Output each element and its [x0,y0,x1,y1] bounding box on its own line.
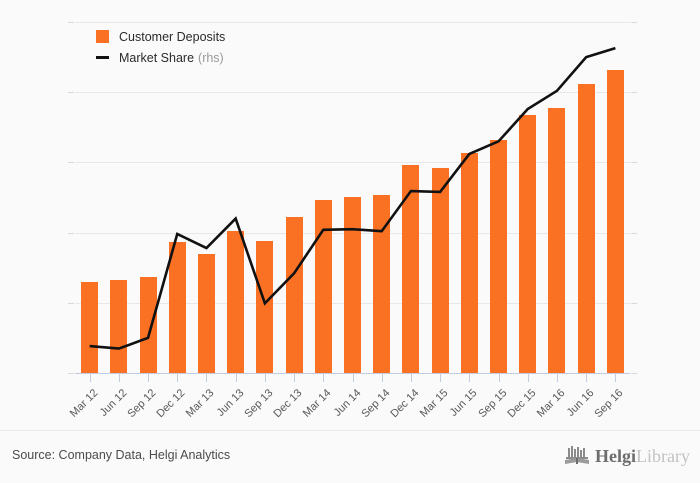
bar [431,168,449,373]
legend-label-market-share: Market Share [119,50,195,65]
bar [373,194,391,373]
x-axis-tick-mark [527,373,529,382]
x-axis-tick-mark [206,373,208,382]
logo-text-library: Library [636,445,690,466]
left-axis-tick-mark [68,22,74,23]
legend-swatch-line-icon [96,56,109,59]
left-axis-tick-mark [68,232,74,234]
bar [402,165,420,373]
bar [519,114,537,373]
right-axis-tick-mark [631,92,637,94]
legend-swatch-bar-icon [96,30,109,43]
x-axis-tick-mark [89,373,91,382]
bar [227,231,245,373]
x-axis-tick-mark [410,373,412,382]
bar [344,196,361,373]
gridline [75,22,630,23]
bar [606,69,624,373]
x-axis-tick-mark [586,373,588,382]
logo-text-helgi: Helgi [595,445,637,466]
bar [197,254,215,373]
bar [168,242,186,373]
chart-canvas: 050,000100,000150,000200,000250,000 1.5%… [67,22,637,421]
bar [490,139,508,373]
bar [81,281,99,373]
bar [256,241,274,373]
right-axis-tick-mark [631,373,637,374]
x-axis-tick-mark [352,373,354,382]
gridline [75,92,630,94]
bar [110,279,128,373]
legend-label-market-share-axis: (rhs) [198,50,224,65]
chart-footer: Source: Company Data, Helgi Analytics He… [0,430,700,483]
x-axis-tick-mark [177,373,179,382]
right-axis-tick-mark [631,302,637,304]
left-axis-tick-mark [68,92,74,94]
bar [285,217,303,373]
right-axis-tick-mark [631,232,637,234]
x-axis-tick-mark [556,373,558,382]
gridline [75,162,630,164]
x-axis-tick-mark [323,373,325,382]
right-axis-tick-mark [631,162,637,164]
bar [314,200,332,373]
legend-label-deposits: Customer Deposits [119,29,226,44]
x-axis-tick-mark [498,373,500,382]
x-axis-tick-mark [235,373,237,382]
bar [460,152,478,373]
market-share-line [89,46,616,350]
x-axis-tick-mark [264,373,266,382]
chart-legend: Customer Deposits Market Share (rhs) [96,26,225,68]
x-axis-tick-mark [381,373,383,382]
left-axis-tick-mark [68,162,74,164]
legend-item-deposits: Customer Deposits [96,26,225,47]
line-series [89,46,616,350]
bar [548,108,566,373]
library-book-icon [565,446,590,464]
logo-wordmark: HelgiLibrary [595,446,690,467]
x-axis-tick-mark [118,373,120,382]
left-axis-tick-mark [68,373,74,374]
source-note: Source: Company Data, Helgi Analytics [12,448,231,462]
x-axis-tick-mark [615,373,617,382]
helgi-library-logo[interactable]: HelgiLibrary [564,443,690,469]
bar [577,84,595,373]
x-axis-tick-mark [148,373,150,382]
x-axis-tick-mark [469,373,471,382]
legend-item-market-share: Market Share (rhs) [96,47,225,68]
right-axis-tick-mark [631,22,637,23]
x-axis-tick-mark [440,373,442,382]
left-axis-tick-mark [68,302,74,304]
plot-area: 050,000100,000150,000200,000250,000 1.5%… [68,22,637,374]
x-axis-tick-mark [294,373,296,382]
bar [139,276,157,373]
